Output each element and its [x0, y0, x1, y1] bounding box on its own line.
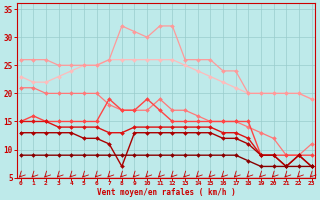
X-axis label: Vent moyen/en rafales ( km/h ): Vent moyen/en rafales ( km/h ) [97, 188, 236, 197]
